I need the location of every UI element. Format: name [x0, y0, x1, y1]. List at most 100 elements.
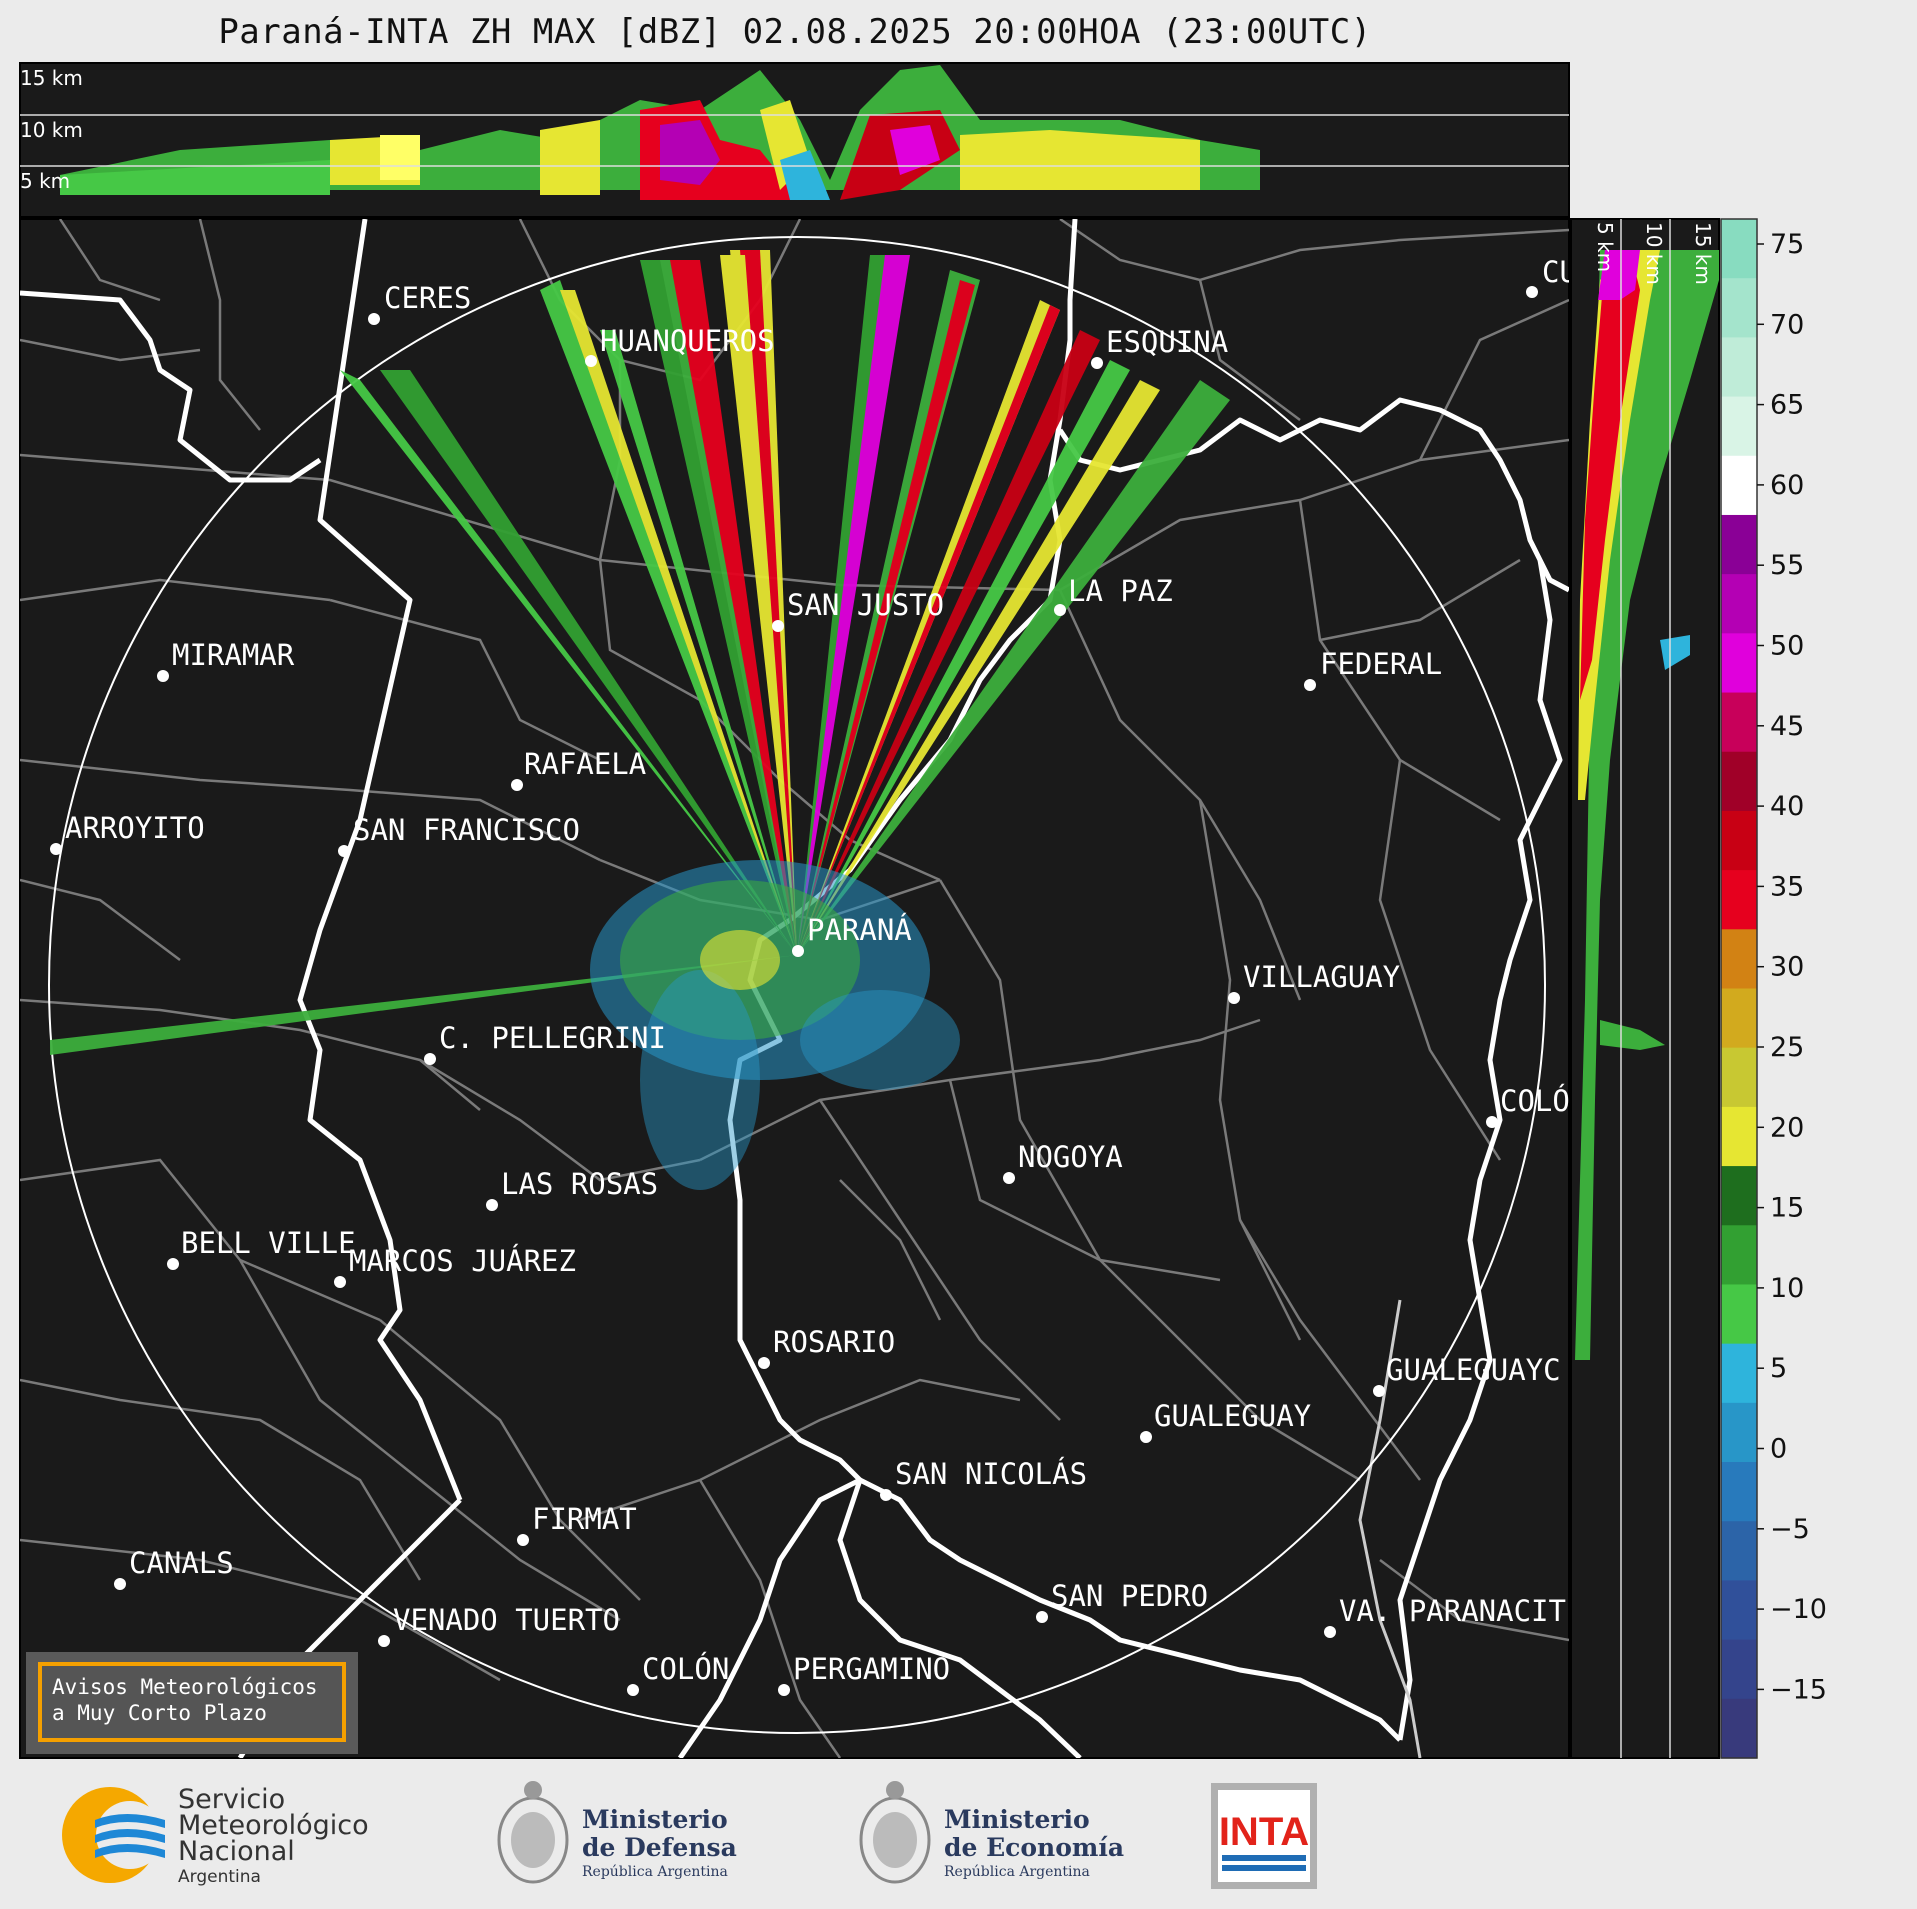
- defensa-line-1: Ministerio: [582, 1805, 728, 1834]
- colorbar-tick-label: 45: [1770, 711, 1804, 742]
- colorbar-tick-label: 70: [1770, 309, 1804, 340]
- city-label-arroyito: ARROYITO: [65, 811, 205, 845]
- colorbar-swatch: [1721, 929, 1757, 990]
- colorbar-tick-label: 40: [1770, 791, 1804, 822]
- city-label-bell-ville: BELL VILLE: [181, 1226, 356, 1260]
- colorbar-swatch: [1721, 1106, 1757, 1167]
- colorbar-swatch: [1721, 1462, 1757, 1522]
- colorbar-tick-label: 75: [1770, 229, 1804, 260]
- side-cross-section: 5 km 10 km 15 km: [1570, 218, 1720, 1759]
- city-label-esquina: ESQUINA: [1106, 325, 1228, 359]
- city-label-las-rosas: LAS ROSAS: [501, 1167, 658, 1201]
- city-label-parana: PARANÁ: [807, 913, 912, 947]
- ministerio-defensa-logo: Ministerio de Defensa República Argentin…: [497, 1781, 737, 1884]
- colorbar-swatch: [1721, 810, 1757, 871]
- colorbar-tick-label: 20: [1770, 1112, 1804, 1143]
- colorbar-swatch: [1721, 1580, 1757, 1641]
- economia-line-3: República Argentina: [944, 1864, 1090, 1880]
- colorbar-tick-label: 25: [1770, 1032, 1804, 1063]
- city-label-colo: COLÓ: [1500, 1084, 1570, 1118]
- colorbar-swatch: [1721, 1284, 1757, 1345]
- colorbar-swatch: [1721, 514, 1757, 575]
- department-boundaries: [20, 219, 1569, 1758]
- top-height-label-15: 15 km: [20, 66, 83, 90]
- colorbar-swatch: [1721, 692, 1757, 753]
- economia-line-1: Ministerio: [944, 1805, 1090, 1834]
- alerts-line-2: a Muy Corto Plazo: [52, 1701, 267, 1725]
- smn-logo: Servicio Meteorológico Nacional Argentin…: [62, 1784, 369, 1887]
- city-label-va-paranacit: VA. PARANACIT: [1339, 1594, 1566, 1628]
- city-label-san-justo: SAN JUSTO: [787, 588, 944, 622]
- colorbar-tick-label: −5: [1770, 1514, 1810, 1545]
- radar-figure: 15 km 10 km 5 km: [19, 62, 1827, 1759]
- city-label-ceres: CERES: [384, 281, 471, 315]
- defensa-line-2: de Defensa: [582, 1833, 737, 1862]
- ministerio-economia-logo: Ministerio de Economía República Argenti…: [859, 1781, 1124, 1884]
- city-label-rafaela: RAFAELA: [524, 747, 646, 781]
- smn-line-2: Meteorológico: [178, 1810, 369, 1841]
- smn-line-3: Nacional: [178, 1836, 295, 1867]
- river-secondary: [1358, 1299, 1422, 1758]
- city-label-gualeguay: GUALEGUAY: [1154, 1399, 1311, 1433]
- colorbar-swatch: [1721, 396, 1757, 457]
- city-label-la-paz: LA PAZ: [1068, 574, 1173, 608]
- colorbar-swatch: [1721, 1402, 1757, 1463]
- city-label-villaguay: VILLAGUAY: [1243, 960, 1400, 994]
- colorbar-swatch: [1721, 751, 1757, 812]
- smn-line-1: Servicio: [178, 1784, 285, 1815]
- colorbar-tick-label: 55: [1770, 550, 1804, 581]
- city-label-canals: CANALS: [129, 1546, 234, 1580]
- colorbar-swatch: [1721, 1639, 1757, 1700]
- colorbar-swatch: [1721, 1521, 1757, 1582]
- city-label-gualeguayc: GUALEGUAYC: [1386, 1353, 1561, 1387]
- city-label-nogoya: NOGOYA: [1018, 1140, 1123, 1174]
- city-label-firmat: FIRMAT: [532, 1502, 637, 1536]
- city-label-san-pedro: SAN PEDRO: [1051, 1579, 1208, 1613]
- city-markers: [50, 286, 1538, 1696]
- colorbar-swatch: [1721, 633, 1757, 694]
- colorbar-tick-label: −10: [1770, 1594, 1827, 1625]
- alerts-box-frame: Avisos Meteorológicos a Muy Corto Plazo: [26, 1652, 358, 1754]
- top-height-label-10: 10 km: [20, 118, 83, 142]
- colorbar-tick-label: 30: [1770, 952, 1804, 983]
- colorbar-swatch: [1721, 1343, 1757, 1404]
- range-ring: [48, 236, 1546, 1734]
- inta-text: INTA: [1219, 1810, 1309, 1854]
- city-label-san-nicolas: SAN NICOLÁS: [895, 1457, 1087, 1491]
- logo-footer: Servicio Meteorológico Nacional Argentin…: [62, 1781, 1317, 1889]
- colorbar-swatch: [1721, 574, 1757, 634]
- city-label-colon: COLÓN: [642, 1652, 729, 1686]
- ground-clutter: [590, 860, 960, 1190]
- colorbar-swatch: [1721, 1047, 1757, 1108]
- city-label-marcos-juarez: MARCOS JUÁREZ: [349, 1244, 576, 1278]
- colorbar-tick-label: 60: [1770, 470, 1804, 501]
- alerts-box[interactable]: Avisos Meteorológicos a Muy Corto Plazo: [38, 1662, 346, 1742]
- city-labels: CERES HUANQUEROS ESQUINA CU SAN JUSTO LA…: [65, 255, 1570, 1686]
- city-label-pergamino: PERGAMINO: [793, 1652, 950, 1686]
- map-title: Paraná-INTA ZH MAX [dBZ] 02.08.2025 20:0…: [218, 12, 1372, 52]
- colorbar-swatch: [1721, 337, 1757, 398]
- side-height-label-15: 15 km: [1691, 222, 1715, 285]
- colorbar-tick-label: 15: [1770, 1193, 1804, 1224]
- colorbar-tick-label: 0: [1770, 1434, 1787, 1465]
- colorbar-tick-label: 5: [1770, 1353, 1787, 1384]
- colorbar-swatch: [1721, 455, 1757, 516]
- colorbar-swatches: [1721, 219, 1757, 1759]
- top-cross-section: 15 km 10 km 5 km: [19, 62, 1570, 218]
- colorbar-tick-label: 50: [1770, 631, 1804, 662]
- inta-logo: INTA: [1211, 1783, 1317, 1889]
- economia-line-2: de Economía: [944, 1833, 1124, 1862]
- city-label-miramar: MIRAMAR: [172, 638, 295, 672]
- map-panel: CERES HUANQUEROS ESQUINA CU SAN JUSTO LA…: [19, 218, 1570, 1759]
- colorbar-swatch: [1721, 1225, 1757, 1286]
- colorbar-swatch: [1721, 1698, 1757, 1759]
- top-height-label-5: 5 km: [20, 169, 70, 193]
- radar-echoes: [50, 250, 1230, 1055]
- side-height-label-10: 10 km: [1642, 222, 1666, 285]
- colorbar-tick-label: −15: [1770, 1674, 1827, 1705]
- province-boundaries: [20, 219, 1569, 1758]
- colorbar-tick-label: 10: [1770, 1273, 1804, 1304]
- alerts-line-1: Avisos Meteorológicos: [52, 1675, 318, 1699]
